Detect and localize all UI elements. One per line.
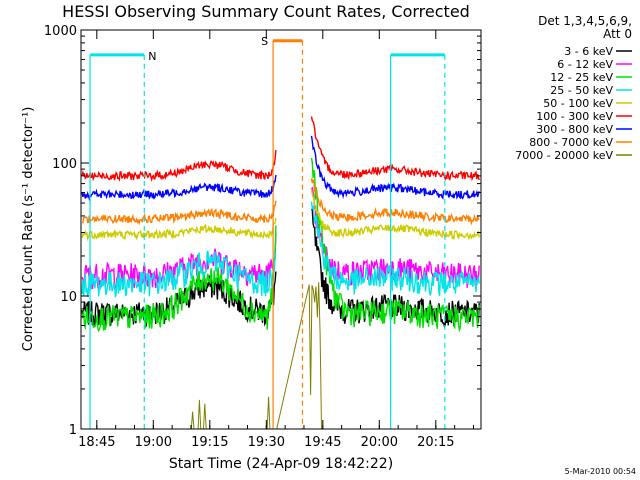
x-tick-label: 20:00 bbox=[361, 435, 398, 450]
legend-label: 25 - 50 keV bbox=[550, 84, 613, 97]
flag-label: S bbox=[261, 35, 268, 48]
flag-layer: NS bbox=[89, 35, 446, 429]
series-line bbox=[81, 217, 277, 242]
series-line bbox=[81, 250, 277, 298]
series-line bbox=[311, 208, 480, 328]
series-line bbox=[310, 135, 480, 200]
series-line bbox=[81, 174, 277, 202]
series-line bbox=[310, 178, 480, 226]
chart-title: HESSI Observing Summary Count Rates, Cor… bbox=[62, 2, 470, 21]
series-line bbox=[81, 225, 277, 333]
series-line bbox=[310, 201, 480, 296]
y-tick-label: 1 bbox=[69, 423, 77, 438]
series-line bbox=[81, 150, 277, 183]
legend-label: 6 - 12 keV bbox=[557, 58, 613, 71]
series-line bbox=[310, 116, 480, 182]
x-axis-label: Start Time (24-Apr-09 18:42:22) bbox=[169, 456, 393, 472]
plot-frame bbox=[80, 29, 482, 430]
y-axis-label: Corrected Count Rate (s⁻¹ detector⁻¹) bbox=[21, 107, 36, 352]
series-line bbox=[81, 200, 277, 226]
legend-title-1: Det 1,3,4,5,6,9, bbox=[538, 14, 632, 28]
legend-label: 3 - 6 keV bbox=[564, 45, 613, 58]
series-line bbox=[310, 157, 480, 333]
y-tick-label: 1000 bbox=[44, 24, 77, 39]
y-ticks: 1 10 100 1000 bbox=[44, 24, 481, 438]
x-ticks: 18:45 19:00 19:15 19:30 19:45 20:00 20:15 bbox=[78, 30, 474, 450]
legend-label: 7000 - 20000 keV bbox=[515, 149, 613, 162]
x-tick-label: 19:30 bbox=[248, 435, 285, 450]
legend-label: 12 - 25 keV bbox=[550, 71, 613, 84]
x-tick-label: 20:15 bbox=[417, 435, 454, 450]
legend-label: 50 - 100 keV bbox=[543, 97, 613, 110]
x-tick-label: 18:45 bbox=[78, 435, 115, 450]
y-tick-label: 10 bbox=[60, 290, 77, 305]
legend-label: 800 - 7000 keV bbox=[529, 136, 613, 149]
legend-title-2: Att 0 bbox=[603, 27, 632, 41]
legend-label: 300 - 800 keV bbox=[536, 123, 613, 136]
x-tick-label: 19:00 bbox=[135, 435, 172, 450]
x-tick-label: 19:15 bbox=[191, 435, 228, 450]
footer-date: 5-Mar-2010 00:54 bbox=[565, 467, 636, 476]
y-tick-label: 100 bbox=[52, 157, 77, 172]
flag-label: N bbox=[148, 50, 156, 63]
series-layer bbox=[81, 116, 480, 430]
legend-label: 100 - 300 keV bbox=[536, 110, 613, 123]
series-line bbox=[310, 189, 480, 241]
x-tick-label: 19:45 bbox=[304, 435, 341, 450]
